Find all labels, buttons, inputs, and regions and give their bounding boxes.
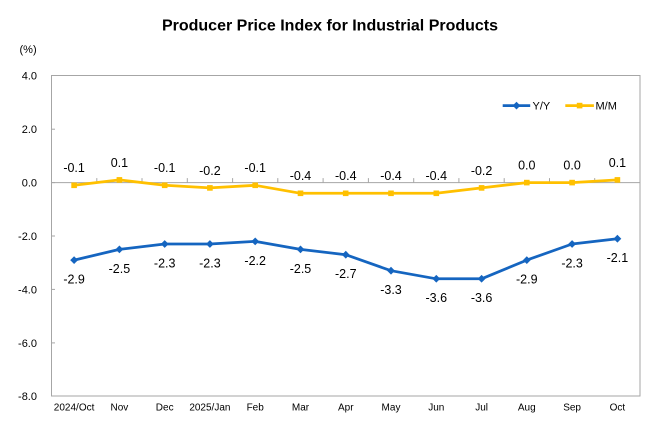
svg-text:-0.4: -0.4 bbox=[380, 169, 402, 183]
svg-text:-0.2: -0.2 bbox=[199, 164, 221, 178]
svg-text:4.0: 4.0 bbox=[22, 71, 37, 83]
svg-text:M/M: M/M bbox=[596, 101, 617, 113]
svg-text:-2.3: -2.3 bbox=[154, 256, 176, 270]
svg-text:-2.7: -2.7 bbox=[335, 267, 357, 281]
svg-text:Y/Y: Y/Y bbox=[533, 101, 551, 113]
svg-text:-0.1: -0.1 bbox=[244, 161, 266, 175]
svg-text:(%): (%) bbox=[20, 44, 37, 56]
svg-text:-2.1: -2.1 bbox=[607, 251, 629, 265]
svg-text:-3.6: -3.6 bbox=[471, 291, 493, 305]
svg-text:-8.0: -8.0 bbox=[18, 391, 37, 403]
svg-text:Oct: Oct bbox=[610, 403, 626, 414]
svg-text:Apr: Apr bbox=[338, 403, 354, 414]
svg-text:Producer Price Index for Indus: Producer Price Index for Industrial Prod… bbox=[162, 18, 498, 35]
svg-text:-2.3: -2.3 bbox=[199, 256, 221, 270]
svg-text:Mar: Mar bbox=[292, 403, 310, 414]
svg-text:2025/Jan: 2025/Jan bbox=[189, 403, 230, 414]
svg-text:Sep: Sep bbox=[563, 403, 581, 414]
svg-text:-0.1: -0.1 bbox=[63, 161, 85, 175]
svg-text:Dec: Dec bbox=[156, 403, 174, 414]
svg-text:-0.4: -0.4 bbox=[426, 169, 448, 183]
svg-text:-0.1: -0.1 bbox=[154, 161, 176, 175]
svg-text:Nov: Nov bbox=[111, 403, 129, 414]
svg-text:-2.9: -2.9 bbox=[516, 273, 538, 287]
svg-text:-3.6: -3.6 bbox=[426, 291, 448, 305]
svg-text:0.1: 0.1 bbox=[609, 156, 626, 170]
svg-text:-6.0: -6.0 bbox=[18, 338, 37, 350]
svg-text:0.1: 0.1 bbox=[111, 156, 128, 170]
svg-text:-2.2: -2.2 bbox=[244, 254, 266, 268]
svg-text:Jul: Jul bbox=[475, 403, 488, 414]
svg-text:Feb: Feb bbox=[247, 403, 265, 414]
svg-text:-0.4: -0.4 bbox=[335, 169, 357, 183]
svg-text:-4.0: -4.0 bbox=[18, 284, 37, 296]
svg-text:Aug: Aug bbox=[518, 403, 536, 414]
svg-text:-2.0: -2.0 bbox=[18, 231, 37, 243]
svg-text:May: May bbox=[382, 403, 401, 414]
svg-text:-2.9: -2.9 bbox=[63, 273, 85, 287]
svg-text:0.0: 0.0 bbox=[563, 159, 580, 173]
svg-text:-0.2: -0.2 bbox=[471, 164, 493, 178]
svg-text:2024/Oct: 2024/Oct bbox=[54, 403, 95, 414]
svg-text:0.0: 0.0 bbox=[22, 178, 37, 190]
svg-text:2.0: 2.0 bbox=[22, 124, 37, 136]
svg-text:-3.3: -3.3 bbox=[380, 283, 402, 297]
svg-text:Jun: Jun bbox=[428, 403, 444, 414]
svg-text:-2.5: -2.5 bbox=[109, 262, 131, 276]
svg-text:-0.4: -0.4 bbox=[290, 169, 312, 183]
svg-text:-2.5: -2.5 bbox=[290, 262, 312, 276]
svg-text:0.0: 0.0 bbox=[518, 159, 535, 173]
svg-text:-2.3: -2.3 bbox=[561, 256, 583, 270]
